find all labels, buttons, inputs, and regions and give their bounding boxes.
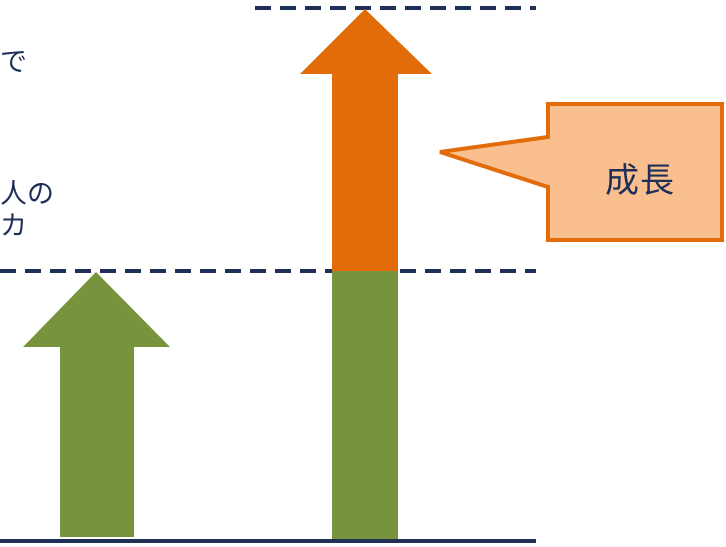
callout-label: 成長: [605, 161, 675, 201]
left-text-line-2: 人の: [0, 179, 54, 210]
left-green-arrow: [23, 272, 170, 537]
right-arrow-growth-section: [300, 9, 432, 271]
growth-callout: [439, 102, 724, 242]
left-text-line-1: で: [0, 47, 27, 78]
right-arrow-base-section: [332, 271, 398, 539]
left-text-line-3: カ: [0, 211, 27, 242]
